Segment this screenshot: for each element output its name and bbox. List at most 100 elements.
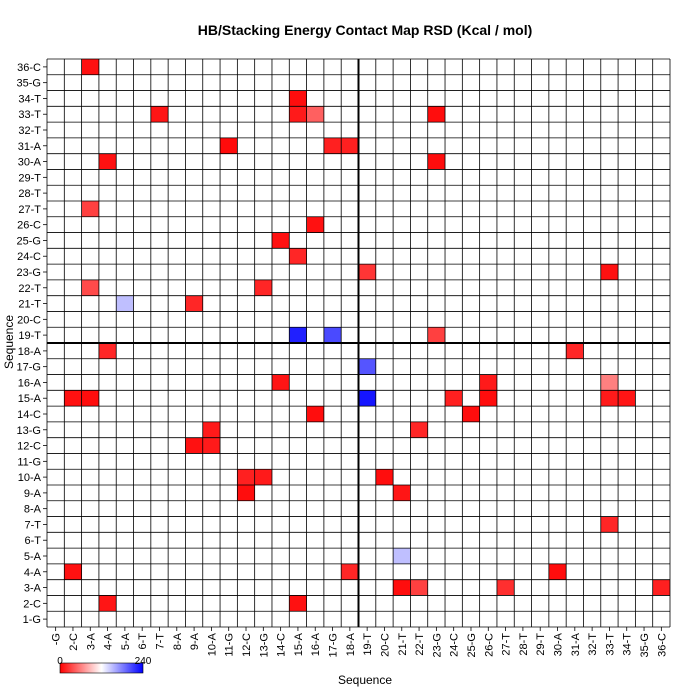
heatmap-cell — [306, 406, 324, 422]
x-tick-label: 3-A — [85, 632, 97, 650]
y-tick-label: 31-A — [18, 141, 42, 153]
heatmap-cell — [185, 437, 203, 454]
x-tick-label: 16-A — [310, 632, 322, 656]
x-tick-label: 33-T — [604, 633, 616, 656]
x-tick-label: 29-T — [535, 633, 547, 656]
chart-title: HB/Stacking Energy Contact Map RSD (Kcal… — [198, 22, 533, 38]
heatmap-cell — [254, 469, 272, 485]
y-tick-label: 1-G — [23, 614, 41, 626]
heatmap-cell — [479, 374, 497, 391]
heatmap-cell — [600, 264, 619, 280]
heatmap-cell — [64, 563, 82, 580]
y-tick-label: 27-T — [18, 204, 41, 216]
x-tick-label: 4-A — [103, 632, 115, 650]
y-tick-label: 7-T — [25, 519, 42, 531]
x-tick-label: 30-A — [553, 632, 565, 656]
heatmap-cell — [323, 327, 342, 343]
heatmap-cell — [289, 106, 307, 123]
x-tick-label: 14-C — [276, 633, 288, 657]
heatmap-cell — [81, 279, 99, 296]
x-tick-label: 10-A — [206, 632, 218, 656]
heatmap-cell — [600, 516, 619, 533]
colorbar-max-label: 240 — [135, 656, 152, 667]
heatmap-cell — [81, 390, 99, 407]
x-tick-label: 22-T — [414, 633, 426, 656]
heatmap-cell — [81, 59, 99, 75]
heatmap-cell — [358, 264, 376, 280]
x-tick-label: -G — [51, 633, 63, 645]
x-tick-label: 9-A — [189, 632, 201, 650]
x-tick-label: 18-A — [345, 632, 357, 656]
heatmap-cell — [600, 374, 619, 391]
heatmap-cell — [254, 279, 272, 296]
x-tick-label: 19-T — [362, 633, 374, 656]
y-tick-label: 5-A — [24, 551, 42, 563]
heatmap-cell — [237, 469, 255, 485]
y-tick-label: 2-C — [23, 598, 41, 610]
colorbar-min-label: 0 — [57, 656, 63, 667]
x-tick-label: 36-C — [656, 633, 668, 657]
heatmap-cell — [548, 563, 567, 580]
y-axis-label: Sequence — [2, 315, 16, 369]
heatmap-cell — [427, 153, 446, 170]
x-tick-label: 8-A — [172, 632, 184, 650]
x-tick-label: 7-T — [154, 633, 166, 650]
heatmap-cell — [358, 358, 376, 375]
x-tick-label: 20-C — [379, 633, 391, 657]
heatmap-cell — [116, 295, 134, 312]
y-tick-label: 16-A — [18, 377, 42, 389]
heatmap-cell — [600, 390, 619, 407]
x-tick-label: 21-T — [397, 633, 409, 656]
y-tick-label: 26-C — [17, 220, 41, 232]
heatmap-cell — [289, 595, 307, 612]
y-tick-label: 14-C — [17, 409, 41, 421]
y-tick-label: 36-C — [17, 62, 41, 74]
y-tick-label: 23-G — [17, 267, 41, 279]
heatmap-cell — [358, 390, 376, 407]
x-tick-label: 26-C — [483, 633, 495, 657]
x-tick-label: 23-G — [431, 633, 443, 657]
heatmap-cell — [202, 421, 221, 438]
heatmap-cell — [237, 485, 255, 501]
y-tick-label: 33-T — [18, 109, 41, 121]
x-tick-label: 34-T — [622, 633, 634, 656]
y-tick-label: 22-T — [18, 283, 41, 295]
y-tick-label: 35-G — [17, 78, 41, 90]
y-tick-label: 6-T — [25, 535, 42, 547]
x-tick-label: 35-G — [639, 633, 651, 657]
y-tick-label: 13-G — [17, 425, 41, 437]
x-axis-label: Sequence — [338, 673, 392, 687]
y-tick-label: 30-A — [18, 157, 42, 169]
heatmap-cell — [150, 106, 169, 123]
x-tick-label: 28-T — [518, 633, 530, 656]
heatmap-cell — [566, 343, 584, 359]
y-tick-label: 17-G — [17, 362, 41, 374]
x-tick-label: 2-C — [68, 633, 80, 651]
y-tick-label: 15-A — [18, 393, 42, 405]
y-tick-label: 28-T — [18, 188, 41, 200]
heatmap-cell — [410, 421, 428, 438]
y-tick-label: 34-T — [18, 93, 41, 105]
heatmap-cell — [393, 548, 411, 564]
heatmap-cell — [289, 90, 307, 107]
colorbar: 0 240 — [57, 656, 152, 674]
heatmap-cell — [306, 106, 324, 123]
heatmap-cell — [306, 216, 324, 233]
heatmap-cell — [341, 563, 359, 580]
heatmap-cell — [81, 201, 99, 217]
y-tick-label: 10-A — [18, 472, 42, 484]
heatmap-cell — [220, 137, 238, 154]
heatmap-cell — [289, 248, 307, 265]
x-tick-label: 25-G — [466, 633, 478, 657]
x-tick-label: 5-A — [120, 632, 132, 650]
heatmap-cell — [202, 437, 221, 454]
y-tick-label: 4-A — [24, 567, 42, 579]
heatmap-cell — [289, 327, 307, 343]
y-tick-label: 32-T — [18, 125, 41, 137]
x-tick-label: 15-A — [293, 632, 305, 656]
heatmap-cell — [427, 106, 446, 123]
y-tick-label: 19-T — [18, 330, 41, 342]
x-tick-label: 13-G — [258, 633, 270, 657]
y-tick-labels: 1-G 2-C 3-A 4-A 5-A 6-T 7-T 8-A 9-A 10-A 11-G 12-C 1… — [17, 62, 47, 626]
